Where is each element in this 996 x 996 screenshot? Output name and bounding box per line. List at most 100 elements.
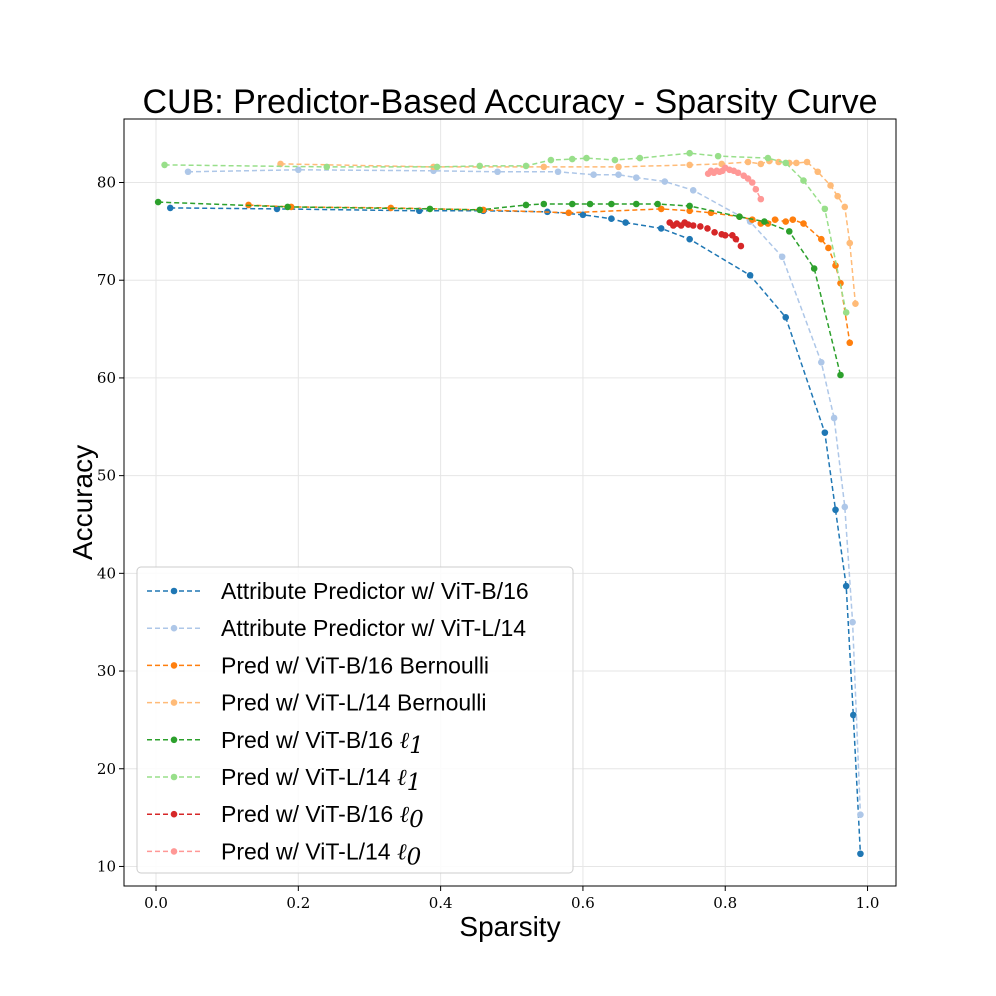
data-point <box>752 186 760 193</box>
y-tick-label: 70 <box>97 271 116 289</box>
data-point <box>684 221 692 228</box>
data-point <box>793 159 800 167</box>
plot-frame <box>123 118 897 887</box>
data-point <box>852 300 859 307</box>
data-point <box>476 162 484 170</box>
legend-item: Pred w/ ViT-B/16 Bernoulli <box>147 652 489 678</box>
series-3 <box>277 157 859 307</box>
data-point <box>615 163 622 171</box>
data-point <box>721 231 729 239</box>
legend-item: Attribute Predictor w/ ViT-B/16 <box>147 578 529 604</box>
legend-marker <box>170 810 178 818</box>
data-point <box>522 201 530 209</box>
data-point <box>636 154 644 162</box>
data-point <box>817 235 825 243</box>
data-point <box>590 171 597 178</box>
data-point <box>846 339 854 347</box>
y-tick-label: 10 <box>97 857 116 875</box>
x-tick-label: 0.2 <box>286 894 310 912</box>
legend-item: Attribute Predictor w/ ViT-L/14 <box>147 615 526 641</box>
data-point <box>554 168 562 176</box>
data-point <box>832 262 839 269</box>
data-point <box>704 225 711 232</box>
data-point <box>697 223 704 230</box>
data-point <box>832 506 839 514</box>
data-point <box>789 216 797 223</box>
data-point <box>568 155 576 163</box>
data-point <box>857 811 864 818</box>
data-point <box>841 203 849 211</box>
data-point <box>810 265 818 272</box>
x-tick-label: 1.0 <box>856 894 880 912</box>
chart-title: CUB: Predictor-Based Accuracy - Sparsity… <box>142 83 877 121</box>
data-point <box>657 205 665 213</box>
legend-marker <box>170 699 178 706</box>
x-tick-label: 0.0 <box>144 894 168 912</box>
data-point <box>661 178 669 185</box>
data-point <box>821 429 829 436</box>
data-point <box>522 162 530 170</box>
data-point <box>686 149 693 157</box>
y-tick-label: 60 <box>97 369 116 387</box>
data-point <box>608 215 615 222</box>
data-point <box>757 160 765 168</box>
y-tick-label: 80 <box>97 174 116 192</box>
legend-marker <box>170 736 178 744</box>
data-point <box>686 235 693 243</box>
data-point <box>800 220 807 227</box>
series-line <box>158 201 842 376</box>
data-point <box>803 158 811 166</box>
data-point <box>686 202 693 210</box>
legend-label: Attribute Predictor w/ ViT-L/14 <box>221 615 526 641</box>
data-point <box>782 218 790 225</box>
data-point <box>323 163 331 171</box>
y-axis-label: Accuracy <box>67 445 98 560</box>
data-point <box>657 225 665 232</box>
data-point <box>711 229 718 236</box>
data-point <box>849 618 856 626</box>
data-point <box>632 200 640 208</box>
series-5 <box>161 149 850 316</box>
legend-box <box>136 566 574 874</box>
data-point <box>686 161 693 169</box>
data-point <box>686 207 693 215</box>
data-point <box>761 218 768 225</box>
y-tick-label: 20 <box>97 760 116 778</box>
data-point <box>622 219 629 226</box>
series-7 <box>704 164 765 203</box>
data-point <box>778 253 786 261</box>
data-point <box>841 503 849 511</box>
grid <box>124 119 896 886</box>
data-point <box>608 200 615 208</box>
data-point <box>814 168 822 176</box>
data-point <box>757 195 765 203</box>
data-point <box>689 187 697 194</box>
data-point <box>850 711 857 719</box>
data-point <box>433 163 441 171</box>
ticks: 0.0 0.2 0.4 0.6 0.8 1.0 10 20 30 40 50 60 70 80 <box>97 174 880 912</box>
data-point <box>842 582 850 590</box>
legend: Attribute Predictor w/ ViT-B/16 Attribute… <box>136 566 574 874</box>
data-point <box>426 205 434 213</box>
data-point <box>547 156 555 164</box>
series-6 <box>666 219 745 250</box>
data-point <box>746 272 754 279</box>
data-point <box>166 204 174 212</box>
legend-label: Pred w/ ViT-L/14 Bernoulli <box>221 690 487 716</box>
data-point <box>689 222 697 229</box>
data-point <box>771 216 779 223</box>
data-point <box>830 414 838 422</box>
data-point <box>846 239 854 247</box>
data-point <box>748 179 756 186</box>
data-point <box>540 163 548 171</box>
data-point <box>714 152 722 160</box>
data-point <box>737 242 745 250</box>
x-axis-label: Sparsity <box>459 911 560 942</box>
data-point <box>837 371 844 379</box>
data-point <box>825 244 832 252</box>
x-tick-label: 0.4 <box>429 894 453 912</box>
data-point <box>785 228 793 235</box>
data-point <box>734 169 742 177</box>
series-layer <box>154 149 864 858</box>
data-point <box>565 209 573 217</box>
